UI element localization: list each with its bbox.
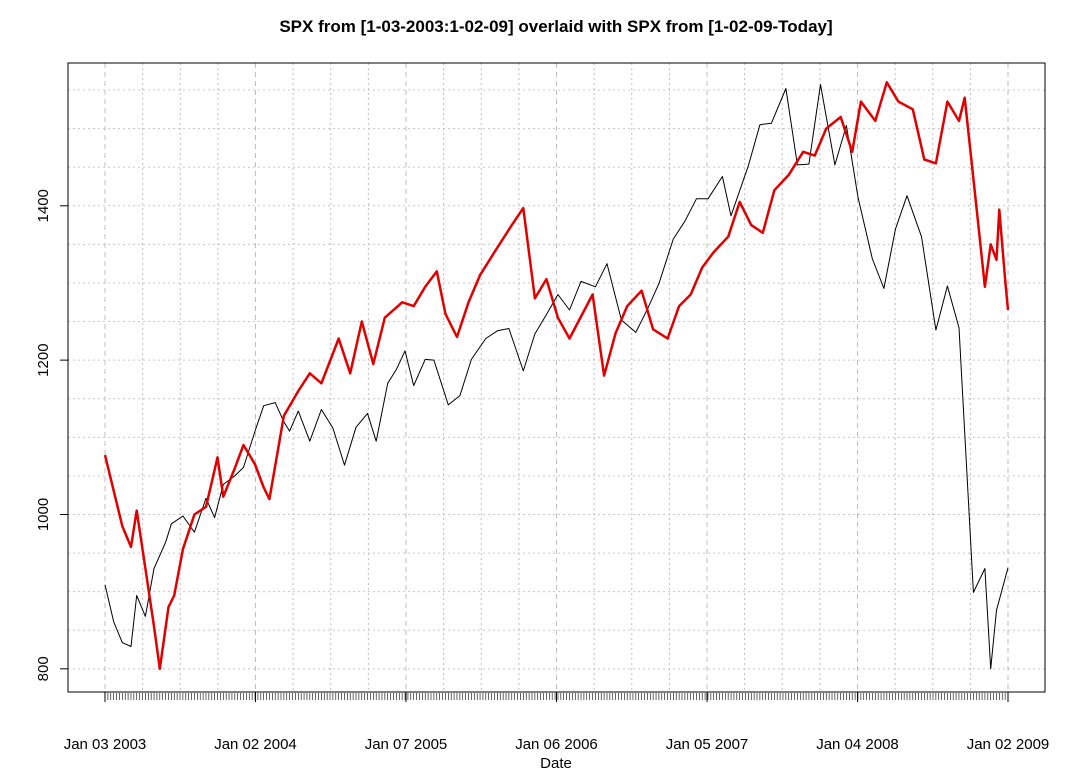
x-minor-ticks [104, 693, 1009, 700]
grid [68, 63, 1045, 692]
y-tick-label: 1000 [35, 498, 52, 531]
chart-title: SPX from [1-03-2003:1-02-09] overlaid wi… [279, 17, 832, 36]
x-axis-label: Date [540, 755, 572, 772]
y-axis: 800 1000 1200 1400 [35, 189, 68, 681]
y-tick-label: 1400 [35, 189, 52, 222]
x-tick-label: Jan 06 2006 [515, 736, 598, 753]
series-layer [103, 81, 1010, 671]
x-tick-label: Jan 02 2009 [967, 736, 1050, 753]
y-tick-label: 800 [35, 656, 52, 681]
series-line-2 [103, 81, 1010, 671]
x-tick-label: Jan 03 2003 [64, 736, 147, 753]
y-tick-label: 1200 [35, 343, 52, 376]
x-tick-label: Jan 04 2008 [816, 736, 899, 753]
x-tick-label: Jan 05 2007 [666, 736, 749, 753]
x-tick-label: Jan 07 2005 [365, 736, 448, 753]
x-tick-label: Jan 02 2004 [214, 736, 297, 753]
x-axis: Jan 03 2003 Jan 02 2004 Jan 07 2005 Jan 06 … [64, 692, 1050, 753]
